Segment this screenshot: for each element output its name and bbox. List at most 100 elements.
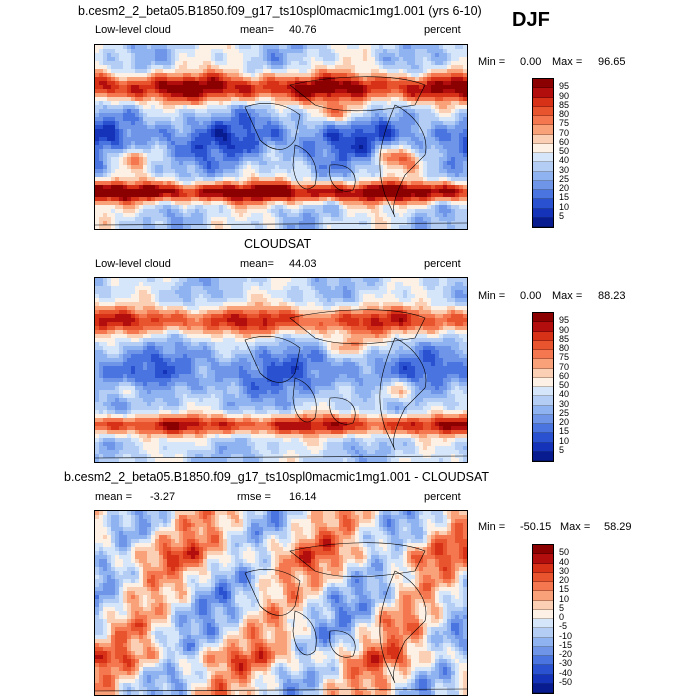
panel-1-max-label: Max =	[552, 56, 583, 68]
colorbar-segment	[533, 600, 553, 610]
colorbar-tick-label: -50	[559, 676, 573, 687]
colorbar-tick-label: 15	[559, 426, 570, 437]
colorbar-segment	[533, 396, 553, 406]
panel-3-min-value: -50.15	[520, 521, 552, 533]
colorbar-tick-label: 40	[559, 155, 570, 166]
colorbar-segment	[533, 646, 553, 656]
colorbar-tick-label: 10	[559, 435, 570, 446]
colorbar-tick-label: -40	[559, 667, 573, 678]
colorbar-segment	[533, 79, 553, 89]
panel-2-max-value: 88.23	[598, 290, 626, 302]
panel-3-map	[94, 510, 468, 696]
colorbar-segment	[533, 88, 553, 98]
panel-3-min-label: Min =	[478, 521, 506, 533]
panel-2-mean-label: mean=	[240, 258, 274, 270]
colorbar-segment	[533, 153, 553, 163]
colorbar-tick-label: 95	[559, 315, 570, 326]
colorbar-tick-label: 60	[559, 136, 570, 147]
colorbar-segment	[533, 545, 553, 555]
colorbar-segment	[533, 162, 553, 172]
colorbar-segment	[533, 414, 553, 424]
colorbar-segment	[533, 656, 553, 666]
colorbar-tick-label: -20	[559, 649, 573, 659]
colorbar-tick-label: 70	[559, 361, 570, 372]
colorbar-segment	[533, 368, 553, 378]
colorbar-segment	[533, 628, 553, 638]
panel-3-max-value: 58.29	[604, 521, 632, 533]
colorbar-tick-label: 80	[559, 109, 570, 119]
colorbar-tick-label: 50	[559, 547, 570, 558]
colorbar-tick-label: 40	[559, 389, 570, 400]
colorbar-tick-label: 5	[559, 444, 565, 455]
colorbar-tick-label: 5	[559, 210, 565, 221]
panel-2-title: CLOUDSAT	[244, 237, 312, 251]
colorbar-tick-label: 60	[559, 370, 570, 381]
panel-1-units: percent	[424, 24, 461, 36]
panel-3-max-label: Max =	[560, 521, 591, 533]
colorbar-tick-label: 30	[559, 565, 570, 576]
colorbar-segment	[533, 106, 553, 116]
colorbar-tick-label: 85	[559, 99, 570, 110]
colorbar-tick-label: 25	[559, 407, 570, 418]
panel-1-map	[94, 44, 468, 230]
colorbar-segment	[533, 582, 553, 592]
colorbar-tick-label: 20	[559, 183, 570, 193]
panel-2-max-label: Max =	[552, 290, 583, 302]
panel-1-max-value: 96.65	[598, 56, 626, 68]
panel-3-title: b.cesm2_2_beta05.B1850.f09_g17_ts10spl0m…	[64, 470, 490, 484]
panel-3-mean-label: mean =	[95, 491, 132, 503]
colorbar-segment	[533, 591, 553, 601]
colorbar-segment	[533, 674, 553, 684]
colorbar-segment	[533, 190, 553, 200]
colorbar-segment	[533, 350, 553, 360]
colorbar-segment	[533, 134, 553, 144]
colorbar-tick-label: -15	[559, 639, 573, 650]
season-label: DJF	[512, 9, 550, 31]
colorbar-segment	[533, 387, 553, 397]
colorbar-tick-label: 10	[559, 201, 570, 212]
panel-2-contour-field	[95, 278, 467, 462]
colorbar-segment	[533, 217, 553, 227]
panel-1-mean-value: 40.76	[289, 24, 317, 36]
colorbar-tick-label: -30	[559, 658, 573, 669]
colorbar-segment	[533, 340, 553, 350]
panel-2-colorbar	[532, 312, 554, 462]
colorbar-segment	[533, 359, 553, 369]
colorbar-segment	[533, 619, 553, 629]
colorbar-segment	[533, 424, 553, 434]
colorbar-tick-label: 30	[559, 398, 570, 409]
colorbar-tick-label: 25	[559, 173, 570, 184]
panel-2-min-label: Min =	[478, 290, 506, 302]
colorbar-segment	[533, 208, 553, 218]
colorbar-tick-label: 0	[559, 612, 565, 622]
colorbar-tick-label: -5	[559, 621, 568, 632]
colorbar-segment	[533, 322, 553, 332]
panel-1-variable-label: Low-level cloud	[95, 24, 171, 36]
colorbar-segment	[533, 143, 553, 153]
colorbar-segment	[533, 683, 553, 693]
colorbar-segment	[533, 180, 553, 190]
colorbar-tick-label: 95	[559, 81, 570, 92]
colorbar-tick-label: 85	[559, 333, 570, 344]
panel-1-colorbar	[532, 78, 554, 228]
panel-3-rmse-label: rmse =	[237, 491, 271, 503]
panel-1-min-label: Min =	[478, 56, 506, 68]
panel-1-mean-label: mean=	[240, 24, 274, 36]
panel-1-min-value: 0.00	[520, 56, 542, 68]
colorbar-tick-label: 70	[559, 127, 570, 138]
colorbar-tick-label: 40	[559, 556, 570, 567]
colorbar-segment	[533, 554, 553, 564]
colorbar-tick-label: 75	[559, 352, 570, 363]
colorbar-segment	[533, 442, 553, 452]
colorbar-tick-label: 20	[559, 575, 570, 585]
colorbar-tick-label: 50	[559, 380, 570, 390]
colorbar-tick-label: 10	[559, 593, 570, 604]
colorbar-segment	[533, 609, 553, 619]
colorbar-segment	[533, 171, 553, 181]
colorbar-tick-label: 15	[559, 584, 570, 595]
panel-3-rmse-value: 16.14	[289, 491, 317, 503]
colorbar-segment	[533, 572, 553, 582]
colorbar-segment	[533, 433, 553, 443]
colorbar-segment	[533, 199, 553, 209]
colorbar-segment	[533, 125, 553, 135]
